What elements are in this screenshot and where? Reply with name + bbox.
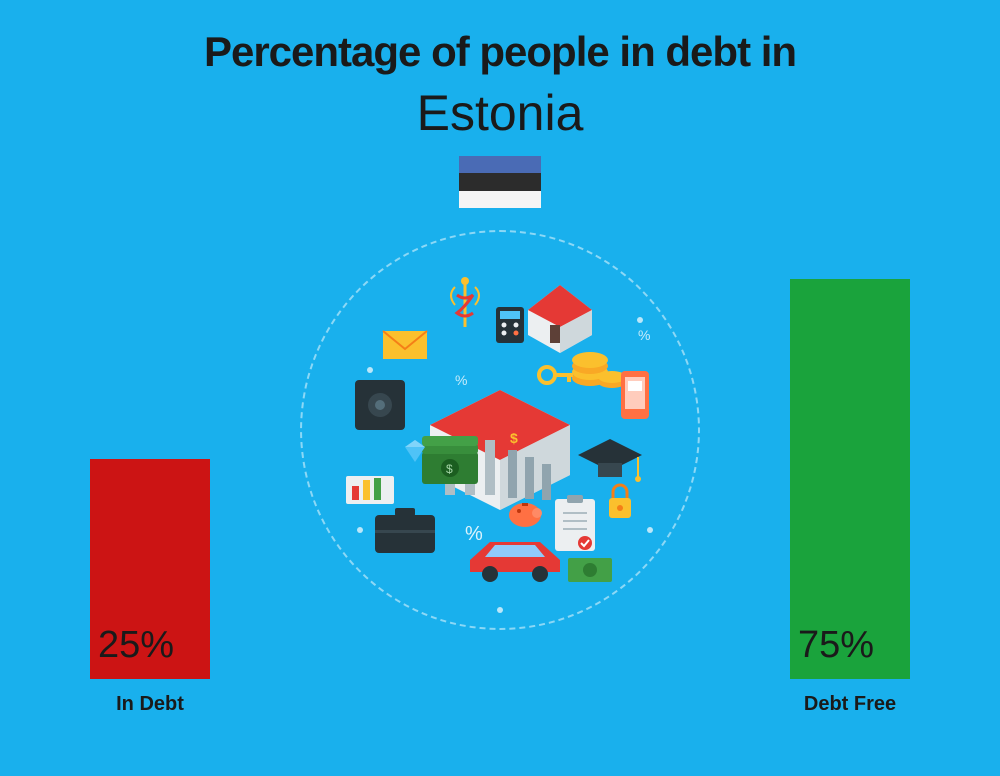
bar-debt-free: 75% xyxy=(790,279,910,679)
bar-group-in-debt: 25% In Debt xyxy=(90,459,210,716)
bar-value-in-debt: 25% xyxy=(98,624,174,667)
bar-chart: 25% In Debt 75% Debt Free xyxy=(0,266,1000,716)
bar-group-debt-free: 75% Debt Free xyxy=(790,279,910,716)
flag-stripe-top xyxy=(459,156,541,173)
country-name: Estonia xyxy=(0,84,1000,142)
page-title: Percentage of people in debt in xyxy=(0,0,1000,76)
bar-label-in-debt: In Debt xyxy=(116,693,184,716)
flag-stripe-middle xyxy=(459,173,541,190)
bar-in-debt: 25% xyxy=(90,459,210,679)
bar-value-debt-free: 75% xyxy=(798,624,874,667)
bar-label-debt-free: Debt Free xyxy=(804,693,896,716)
flag-icon xyxy=(459,156,541,208)
flag-stripe-bottom xyxy=(459,191,541,208)
